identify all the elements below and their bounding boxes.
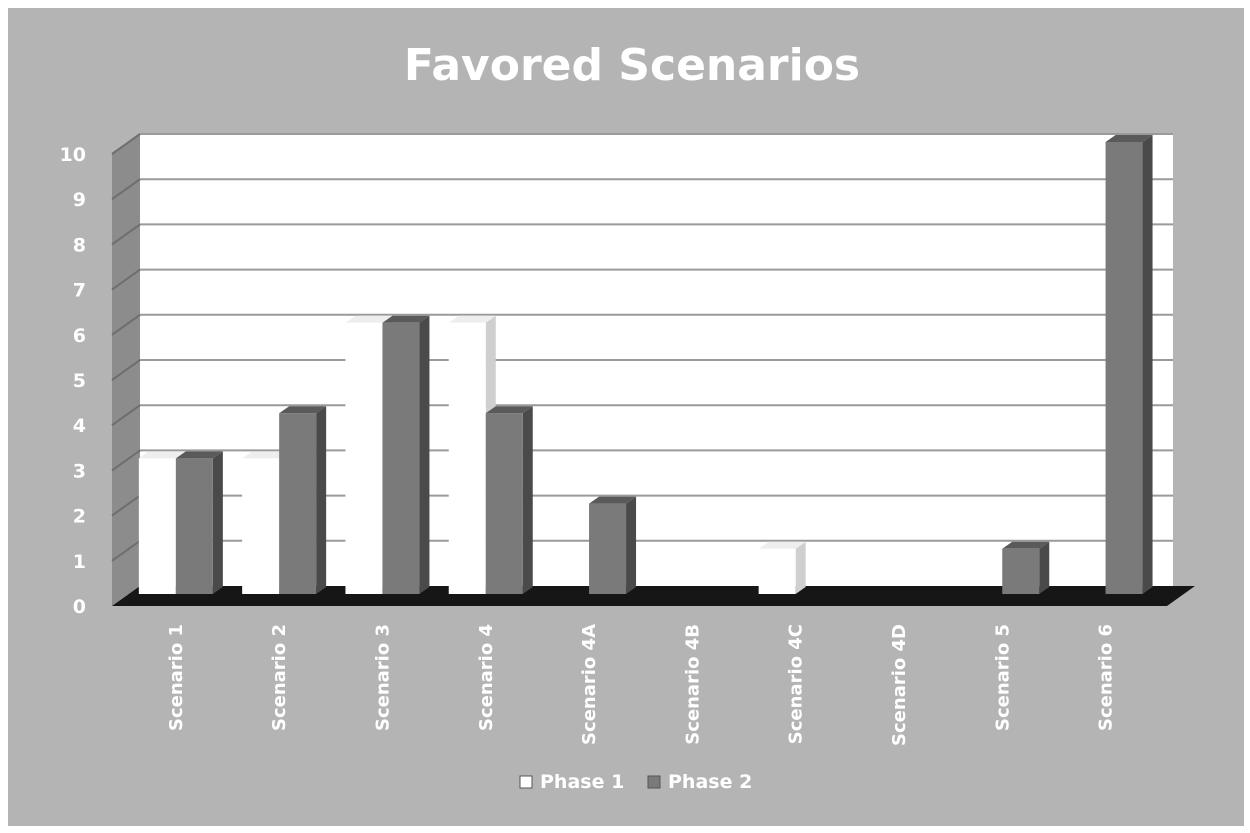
x-tick-label: Scenario 4A (579, 624, 600, 745)
side-gridline (111, 313, 141, 336)
bar-2-9 (1002, 541, 1050, 594)
bar-2-1 (175, 451, 223, 594)
y-tick-label: 4 (73, 415, 86, 437)
side-gridline (111, 223, 141, 246)
x-tick-label: Scenario 4B (682, 624, 703, 745)
y-tick-label: 9 (73, 189, 86, 211)
bars (138, 135, 1153, 594)
bar-1-7 (758, 541, 806, 594)
chart-title: Favored Scenarios (404, 40, 860, 91)
y-tick-label: 5 (73, 370, 86, 392)
bar-2-3 (382, 315, 430, 594)
y-tick-label: 0 (73, 596, 86, 618)
x-tick-label: Scenario 1 (166, 624, 187, 731)
y-tick-label: 3 (73, 460, 86, 482)
y-tick-label: 2 (73, 506, 86, 528)
x-axis-ticks: Scenario 1 Scenario 2 Scenario 3 Scenario 4… (166, 624, 1117, 746)
bar-2-5 (589, 496, 637, 594)
side-gridline (111, 404, 141, 427)
chart: 0 1 2 3 4 5 6 7 8 9 10 Scenario 1 Scenario 2 Scenari… (8, 8, 1244, 826)
side-gridline (111, 268, 141, 291)
bar-2-4 (485, 406, 533, 594)
x-tick-label: Scenario 3 (372, 624, 393, 731)
y-axis-ticks: 0 1 2 3 4 5 6 7 8 9 10 (60, 144, 86, 618)
side-gridline (111, 494, 141, 517)
y-tick-label: 1 (73, 551, 86, 573)
x-tick-label: Scenario 4C (786, 624, 807, 744)
bar-2-2 (279, 406, 327, 594)
x-tick-label: Scenario 5 (992, 624, 1013, 731)
side-gridline (111, 178, 141, 201)
x-tick-label: Scenario 4D (889, 624, 910, 746)
legend-item-1: Phase 1 (519, 771, 624, 793)
gridlines (111, 133, 1173, 562)
bar-2-10 (1105, 135, 1153, 594)
side-gridline (111, 539, 141, 562)
legend: Phase 1 Phase 2 (519, 771, 752, 793)
y-tick-label: 8 (73, 234, 86, 256)
side-gridline (111, 449, 141, 472)
y-tick-label: 10 (60, 144, 86, 166)
x-tick-label: Scenario 2 (269, 624, 290, 731)
x-tick-label: Scenario 4 (476, 624, 497, 731)
side-gridline (111, 359, 141, 381)
side-gridline (111, 133, 141, 155)
legend-swatch (519, 775, 533, 789)
x-tick-label: Scenario 6 (1096, 624, 1117, 731)
y-tick-label: 6 (73, 325, 86, 347)
legend-label: Phase 1 (540, 771, 624, 793)
legend-item-2: Phase 2 (647, 771, 752, 793)
legend-label: Phase 2 (668, 771, 752, 793)
y-tick-label: 7 (73, 280, 86, 302)
legend-swatch (647, 775, 661, 789)
